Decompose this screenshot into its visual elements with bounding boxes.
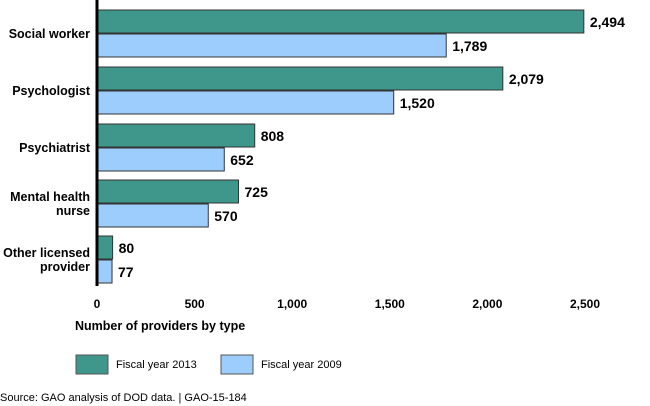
bar-fiscal-year-2013 <box>96 235 114 260</box>
x-tick-label: 2,000 <box>472 297 502 311</box>
x-tick-label: 0 <box>94 297 101 311</box>
legend-label: Fiscal year 2013 <box>116 359 197 371</box>
category-label: nurse <box>56 204 90 218</box>
data-label: 570 <box>214 208 238 224</box>
x-tick-label: 1,000 <box>277 297 307 311</box>
legend-swatch <box>220 354 254 375</box>
x-axis-label: Number of providers by type <box>75 319 245 333</box>
data-label: 2,494 <box>590 14 625 30</box>
source-note: Source: GAO analysis of DOD data. | GAO-… <box>0 392 247 404</box>
bar-fiscal-year-2013 <box>96 123 256 148</box>
bar-fiscal-year-2009 <box>96 90 395 115</box>
data-label: 80 <box>119 240 135 256</box>
data-label: 808 <box>261 128 285 144</box>
bar-fiscal-year-2009 <box>96 259 113 284</box>
legend-label: Fiscal year 2009 <box>261 359 342 371</box>
bar-fiscal-year-2013 <box>96 66 504 91</box>
category-label: Other licensed <box>3 246 90 260</box>
category-label: Mental health <box>10 190 90 204</box>
data-label: 652 <box>230 152 254 168</box>
x-tick-label: 1,500 <box>375 297 405 311</box>
legend-swatch <box>75 354 109 375</box>
data-label: 725 <box>245 184 269 200</box>
data-label: 2,079 <box>509 71 544 87</box>
bar-fiscal-year-2013 <box>96 179 240 204</box>
category-label: Psychiatrist <box>19 141 91 155</box>
x-tick-label: 2,500 <box>570 297 600 311</box>
x-tick-label: 500 <box>185 297 205 311</box>
data-label: 77 <box>118 264 134 280</box>
bar-fiscal-year-2013 <box>96 9 585 34</box>
category-label: provider <box>40 260 90 274</box>
bar-fiscal-year-2009 <box>96 147 225 172</box>
bar-fiscal-year-2009 <box>96 203 209 228</box>
data-label: 1,520 <box>400 95 435 111</box>
category-label: Social worker <box>9 27 90 41</box>
data-label: 1,789 <box>452 38 487 54</box>
bar-fiscal-year-2009 <box>96 33 447 58</box>
category-label: Psychologist <box>12 84 91 98</box>
